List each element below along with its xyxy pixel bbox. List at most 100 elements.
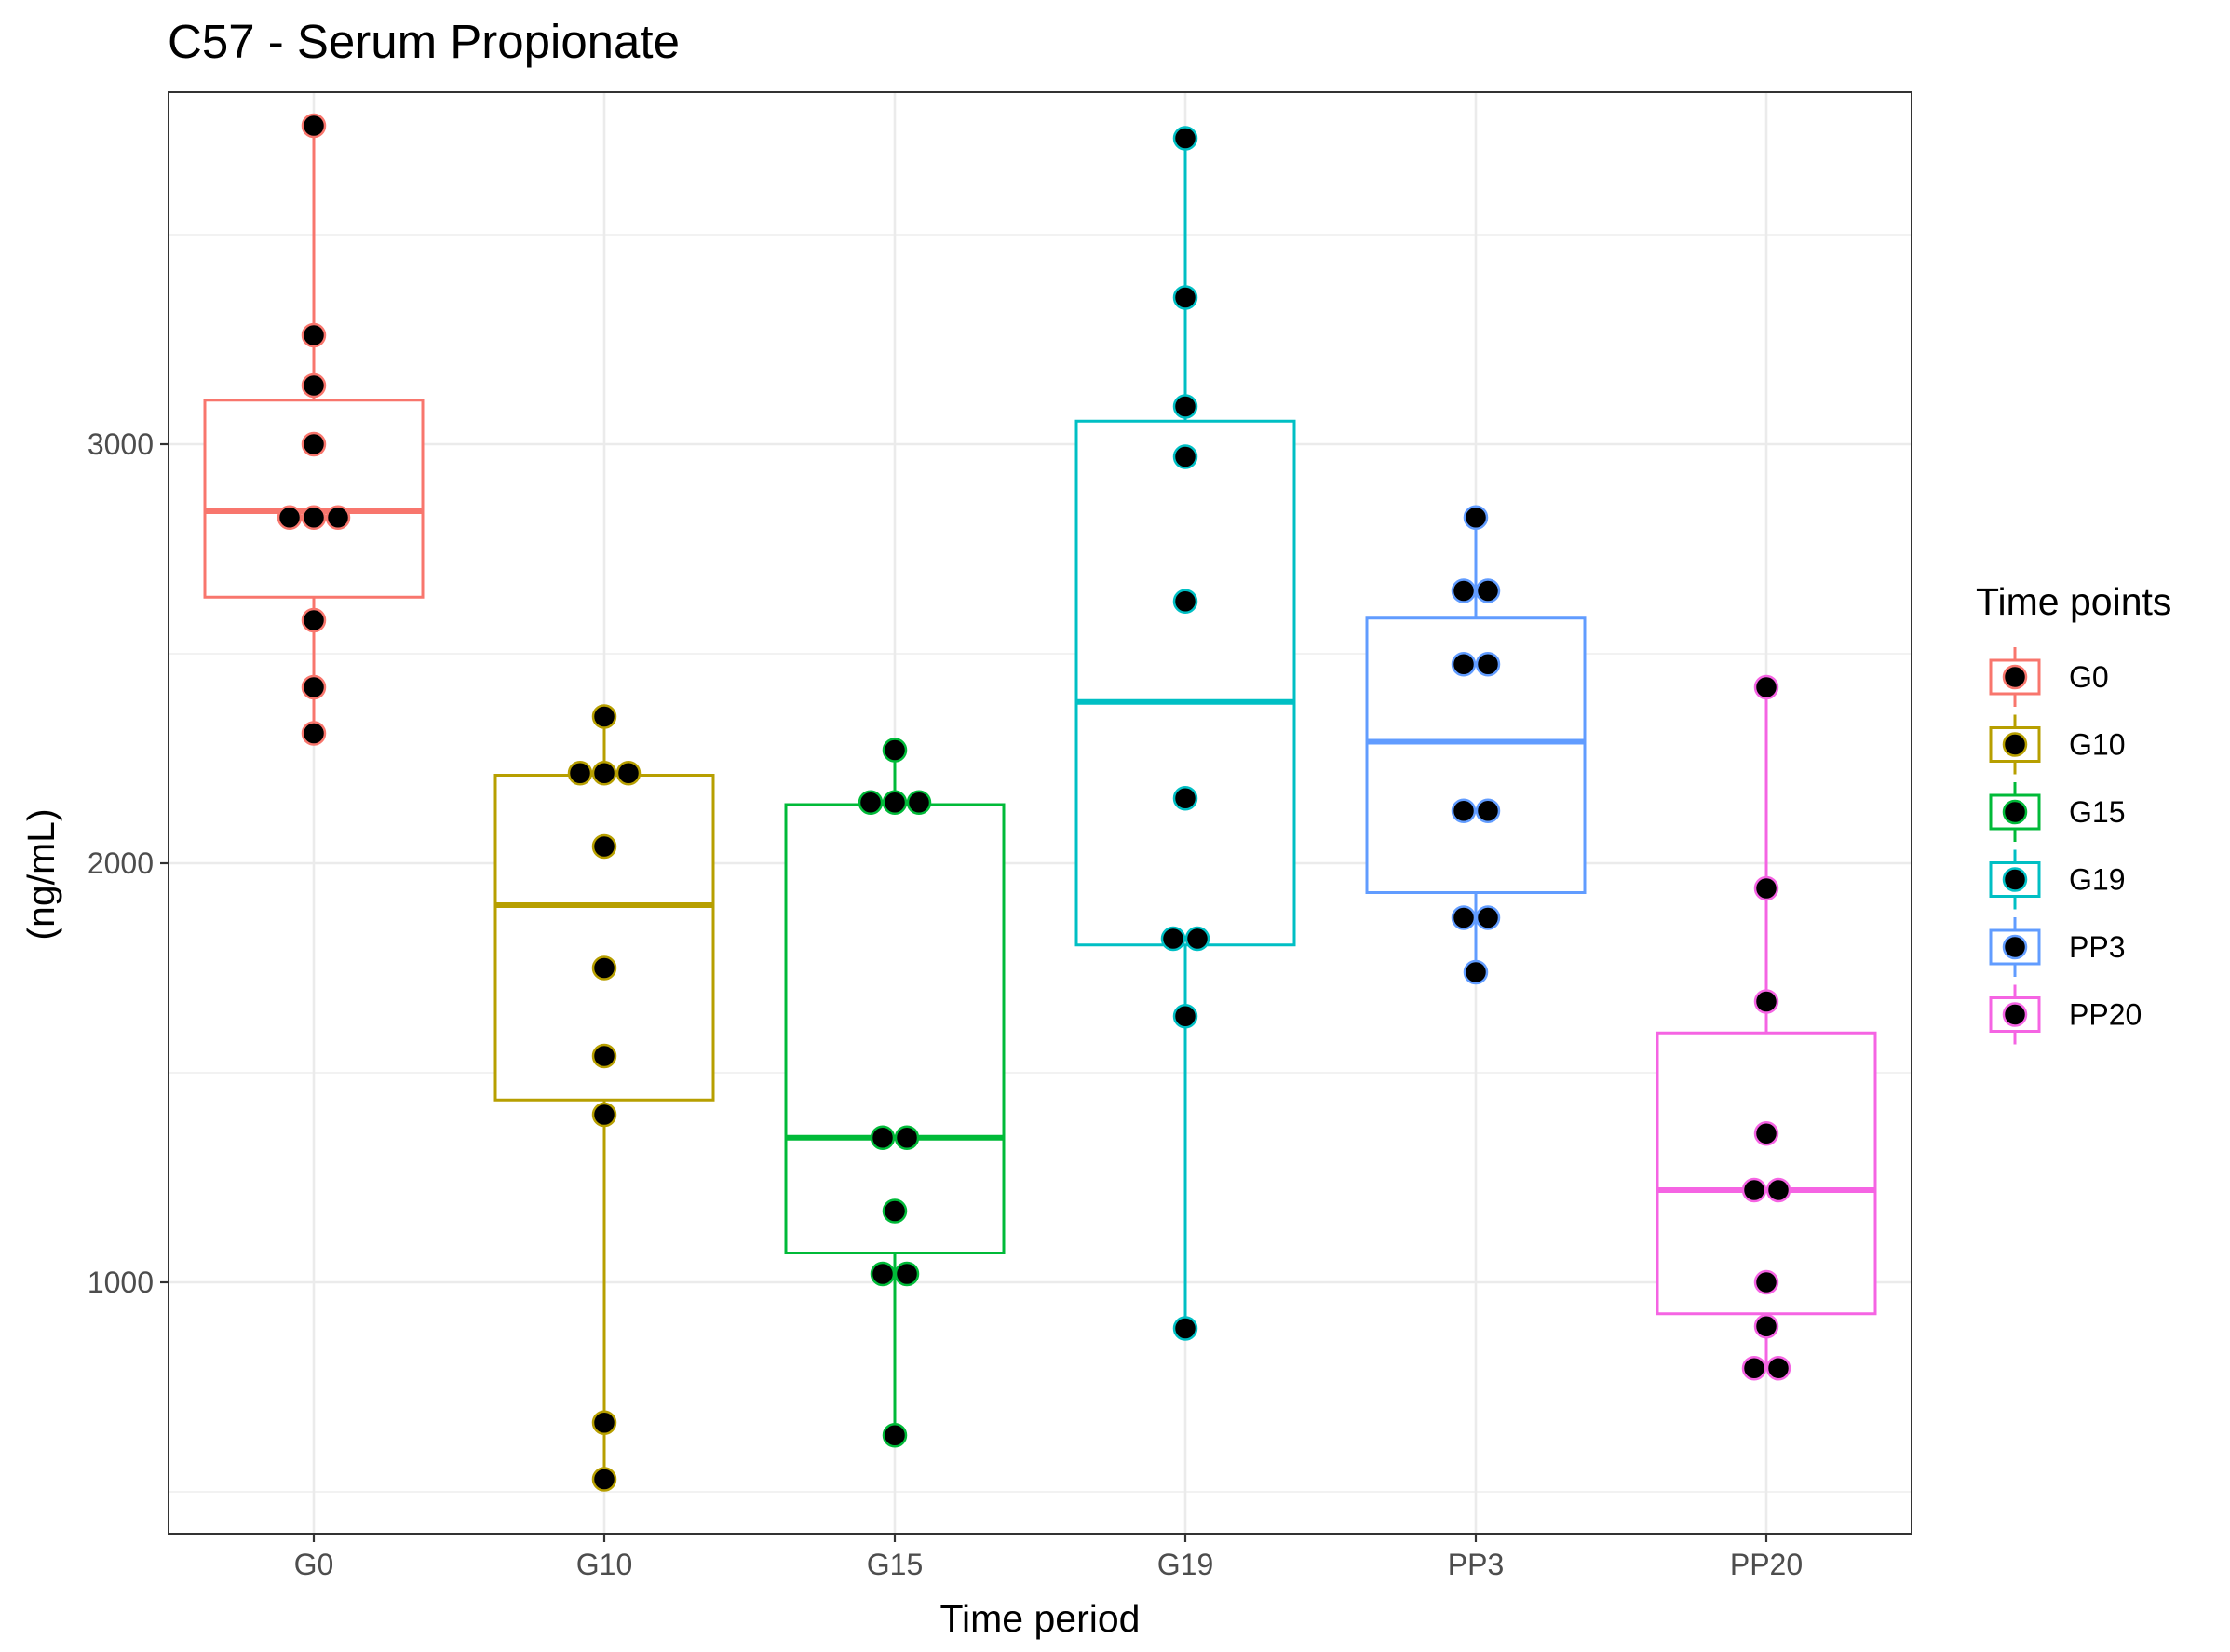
box xyxy=(1656,1031,1877,1316)
data-point xyxy=(1172,394,1198,419)
panel-border xyxy=(168,91,1912,1535)
axis-layer: 1000 2000 3000 G0 G10 G15 G19 PP3 PP20 xyxy=(88,427,1803,1581)
legend-item-g19: G19 xyxy=(1989,849,2125,910)
data-point xyxy=(1475,652,1501,677)
data-point xyxy=(1172,285,1198,310)
points-g0 xyxy=(277,113,351,746)
data-point xyxy=(894,1261,920,1287)
data-point xyxy=(1172,444,1198,469)
data-point xyxy=(1765,1356,1791,1381)
legend: Time points G0 G10 G15 G19 PP3 PP20 xyxy=(1976,580,2171,1045)
data-point xyxy=(1451,905,1477,930)
box xyxy=(1365,616,1587,894)
legend-key-point xyxy=(2002,732,2028,757)
data-point xyxy=(1753,989,1779,1014)
y-tick-label: 2000 xyxy=(88,846,154,880)
data-point xyxy=(882,1423,908,1448)
data-point xyxy=(301,674,327,700)
data-point xyxy=(1475,798,1501,823)
data-point xyxy=(1172,126,1198,151)
data-point xyxy=(882,1198,908,1224)
data-point xyxy=(894,1125,920,1150)
legend-key-point xyxy=(2002,867,2028,892)
legend-item-g15: G15 xyxy=(1989,782,2125,842)
data-point xyxy=(1753,1121,1779,1146)
data-point xyxy=(1753,875,1779,901)
data-point xyxy=(615,761,642,786)
legend-label: G15 xyxy=(2069,795,2125,829)
data-point xyxy=(1184,926,1210,952)
data-point xyxy=(1172,1316,1198,1341)
x-axis-title: Time period xyxy=(940,1597,1141,1640)
box xyxy=(784,803,1006,1254)
y-tick-label: 1000 xyxy=(88,1266,154,1299)
boxplot-g19 xyxy=(1074,138,1296,1329)
x-tick-label: PP3 xyxy=(1448,1548,1504,1581)
boxplot-pp20 xyxy=(1656,687,1877,1369)
legend-item-pp20: PP20 xyxy=(1989,984,2142,1045)
points-g10 xyxy=(567,704,642,1492)
data-point xyxy=(301,372,327,399)
data-point xyxy=(301,607,327,633)
legend-label: PP3 xyxy=(2069,930,2125,964)
points-g15 xyxy=(858,738,932,1448)
legend-key-point xyxy=(2002,934,2028,960)
legend-item-pp3: PP3 xyxy=(1989,917,2125,977)
data-point xyxy=(591,1043,617,1069)
box xyxy=(203,399,425,599)
data-point xyxy=(1463,959,1489,985)
data-point xyxy=(1741,1177,1767,1203)
legend-key-point xyxy=(2002,1002,2028,1027)
data-point xyxy=(325,505,351,530)
x-tick-label: PP20 xyxy=(1730,1548,1803,1581)
data-point xyxy=(567,761,593,786)
legend-item-g0: G0 xyxy=(1989,647,2109,707)
data-point xyxy=(591,704,617,729)
plot-panel xyxy=(169,92,1912,1534)
legend-item-g10: G10 xyxy=(1989,714,2125,775)
data-point xyxy=(1765,1177,1791,1203)
legend-label: G0 xyxy=(2069,660,2109,694)
points-g19 xyxy=(1160,126,1210,1341)
data-point xyxy=(1741,1356,1767,1381)
data-point xyxy=(591,1102,617,1128)
legend-key-point xyxy=(2002,799,2028,825)
data-point xyxy=(870,1125,896,1150)
point-layer xyxy=(277,113,1791,1492)
legend-label: G10 xyxy=(2069,728,2125,762)
data-point xyxy=(1451,578,1477,603)
data-point xyxy=(591,955,617,981)
x-tick-label: G10 xyxy=(576,1548,632,1581)
data-point xyxy=(591,761,617,786)
y-tick-label: 3000 xyxy=(88,427,154,461)
data-point xyxy=(591,1467,617,1492)
data-point xyxy=(591,1410,617,1435)
points-pp20 xyxy=(1741,674,1791,1381)
data-point xyxy=(301,721,327,746)
points-pp3 xyxy=(1451,505,1501,985)
box xyxy=(1074,419,1296,947)
data-point xyxy=(1475,578,1501,603)
data-point xyxy=(1172,1004,1198,1029)
legend-label: G19 xyxy=(2069,863,2125,897)
data-point xyxy=(1753,674,1779,700)
data-point xyxy=(1475,905,1501,930)
data-point xyxy=(301,113,327,139)
data-point xyxy=(858,790,884,815)
y-axis-title: (ng/mL) xyxy=(20,808,62,940)
data-point xyxy=(277,505,303,530)
chart-title: C57 - Serum Propionate xyxy=(168,15,680,68)
data-point xyxy=(301,505,327,530)
data-point xyxy=(1753,1269,1779,1295)
data-point xyxy=(882,790,908,815)
x-tick-label: G0 xyxy=(294,1548,334,1581)
data-point xyxy=(1451,652,1477,677)
x-tick-label: G15 xyxy=(867,1548,923,1581)
data-point xyxy=(1172,589,1198,614)
data-point xyxy=(301,431,327,457)
data-point xyxy=(1451,798,1477,823)
data-point xyxy=(591,833,617,860)
legend-key-point xyxy=(2002,664,2028,690)
legend-title: Time points xyxy=(1976,580,2171,623)
